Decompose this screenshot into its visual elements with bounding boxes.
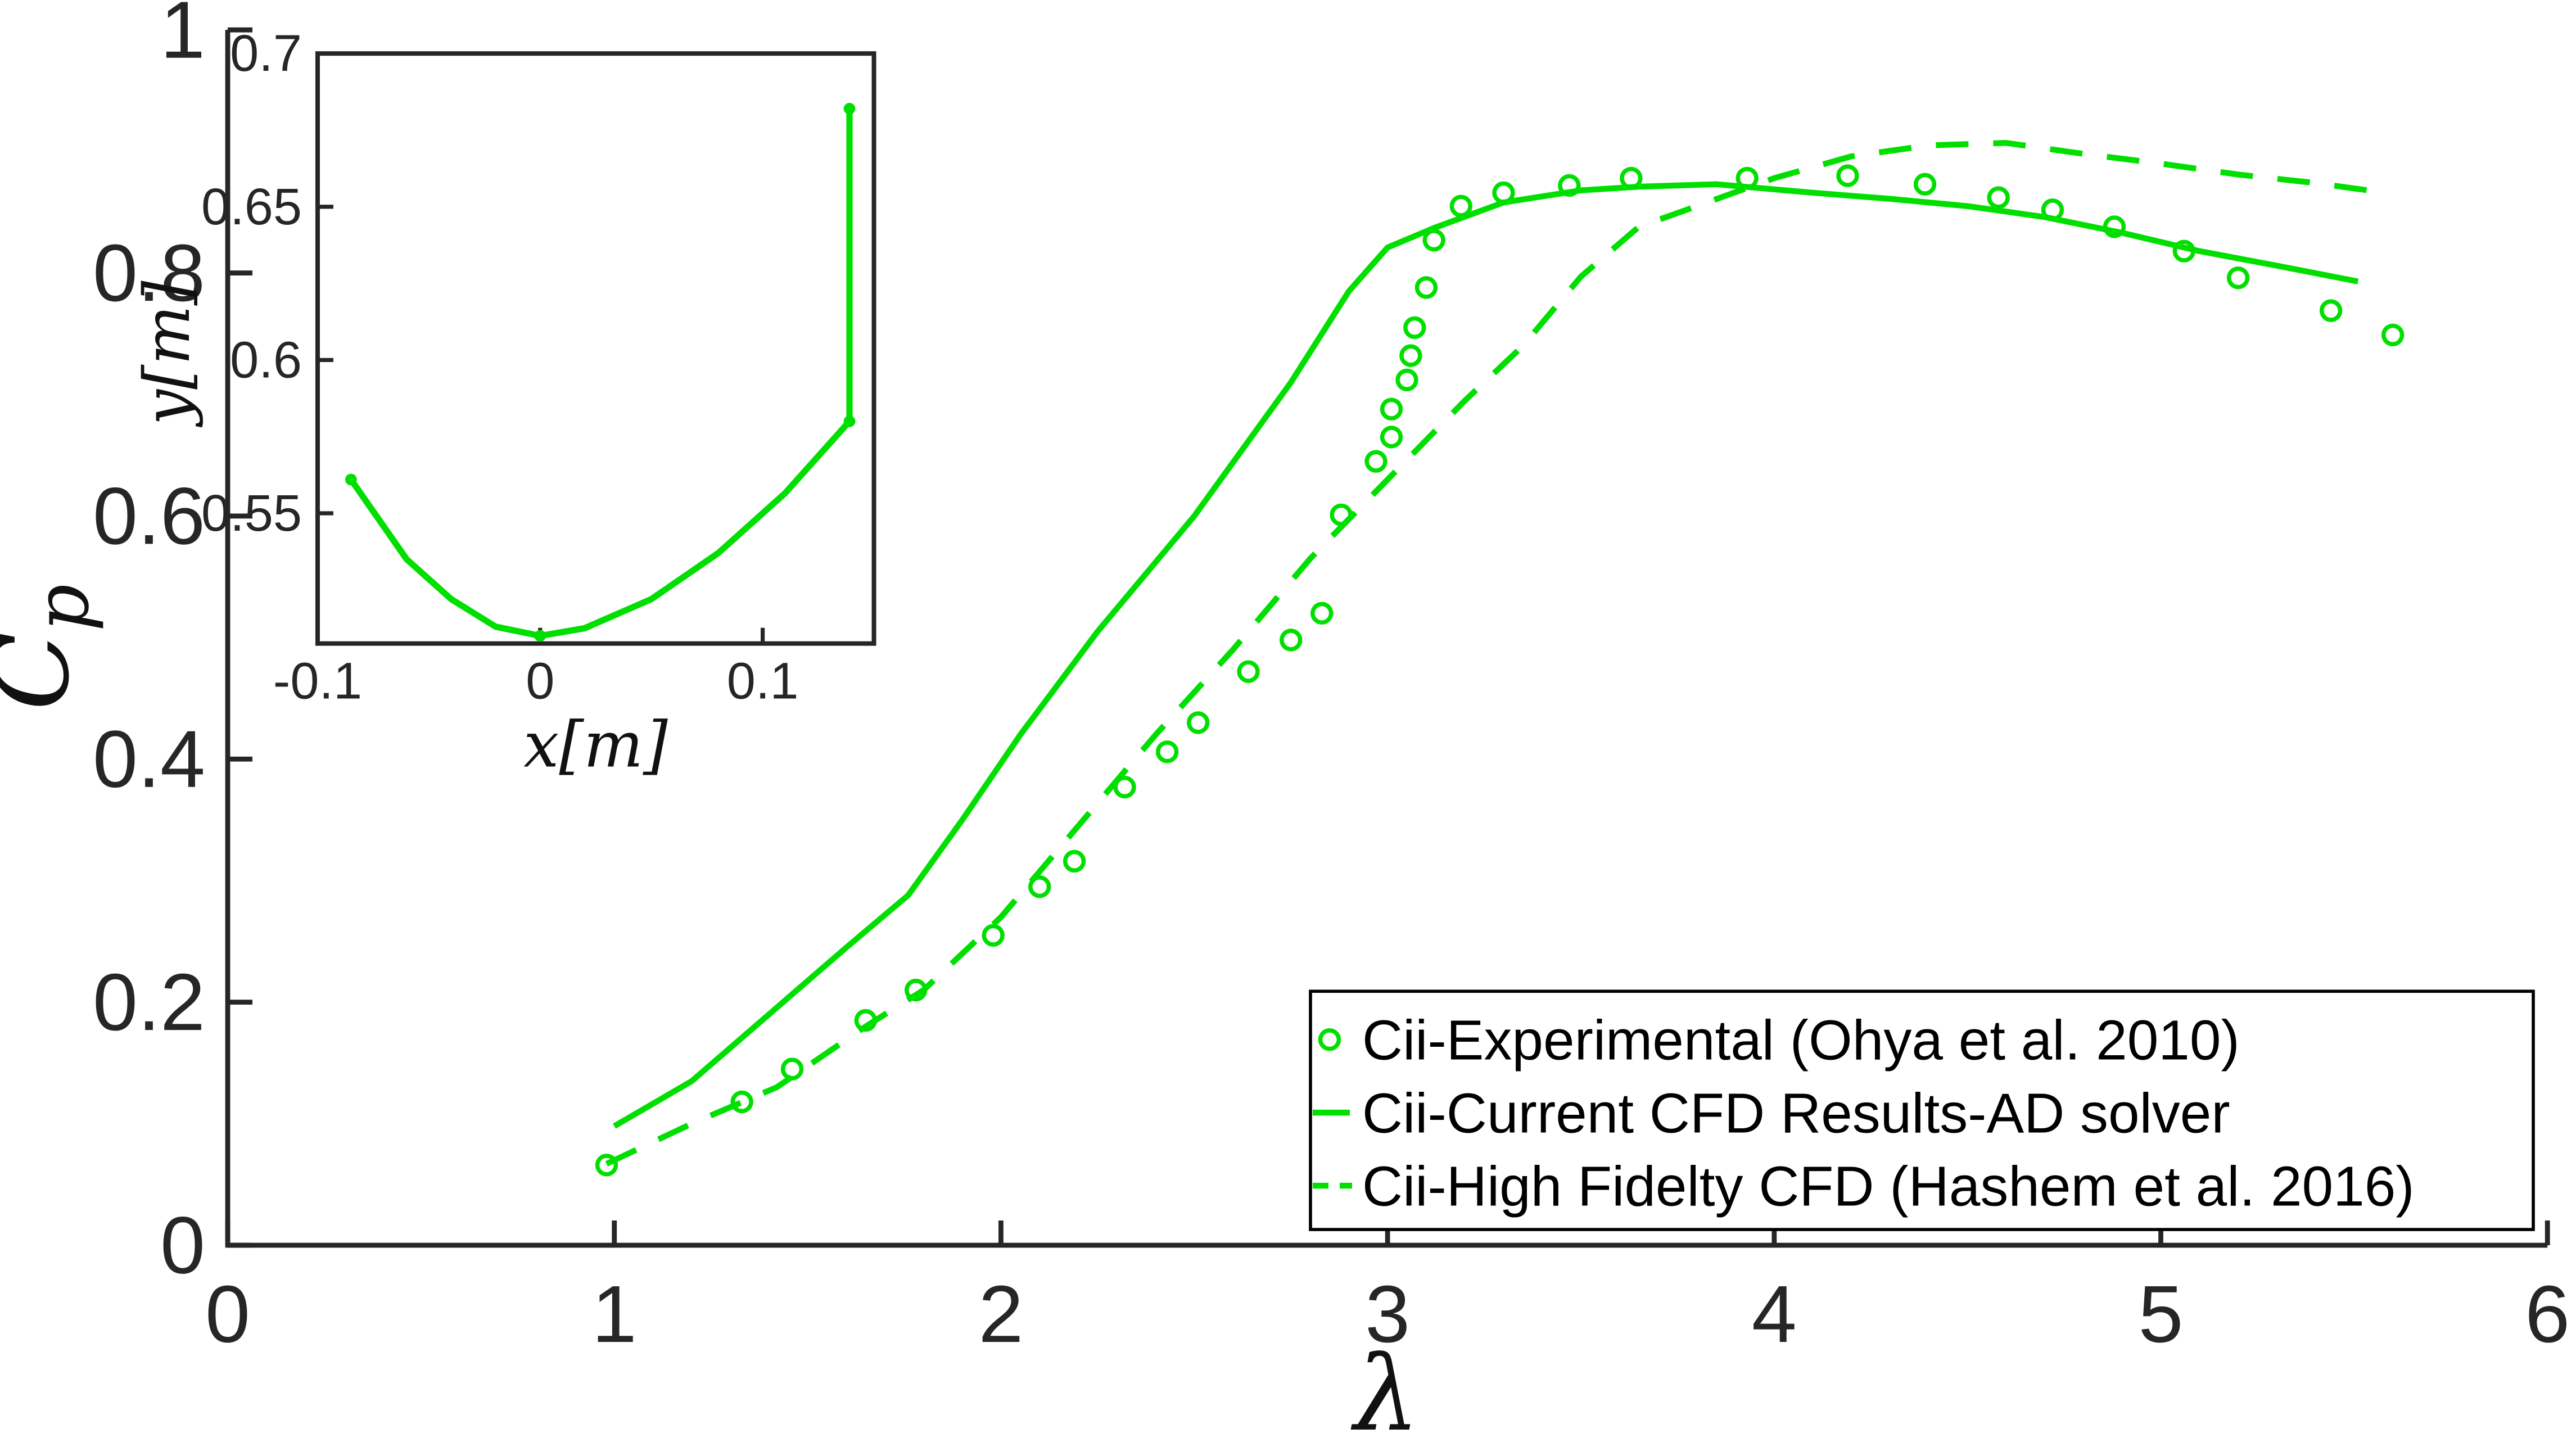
y-tick-label: 1 bbox=[160, 0, 205, 75]
inset-profile-curve bbox=[348, 109, 853, 639]
experimental-data-point bbox=[1364, 450, 1388, 473]
experimental-data-point bbox=[1237, 660, 1260, 683]
experimental-data-point bbox=[1913, 173, 1937, 196]
legend: Cii-Experimental (Ohya et al. 2010) Cii-… bbox=[1309, 989, 2535, 1231]
legend-label-high-fidelity-cfd: Cii-High Fidelty CFD (Hashem et al. 2016… bbox=[1362, 1156, 2415, 1218]
experimental-data-point bbox=[2381, 323, 2405, 346]
inset-profile-marker bbox=[843, 102, 856, 115]
experimental-data-point bbox=[1403, 316, 1426, 340]
y-axis-label: Cp bbox=[0, 584, 106, 711]
y-tick-label: 0.2 bbox=[93, 957, 205, 1047]
experimental-data-point bbox=[1836, 164, 1859, 187]
experimental-data-point bbox=[2103, 215, 2126, 238]
inset-y-axis-label: y[m] bbox=[131, 281, 204, 428]
experimental-data-point bbox=[982, 924, 1005, 947]
experimental-data-point bbox=[1380, 397, 1403, 421]
experimental-data-point bbox=[1449, 195, 1472, 218]
inset-y-tick-label: 0.6 bbox=[230, 331, 302, 388]
y-tick-label: 0.6 bbox=[93, 471, 205, 561]
inset-profile-marker bbox=[345, 473, 357, 486]
experimental-data-point bbox=[780, 1057, 804, 1081]
experimental-data-point bbox=[730, 1090, 753, 1114]
experimental-data-point bbox=[1155, 740, 1179, 763]
legend-open-circle-marker-icon bbox=[1318, 1028, 1341, 1051]
experimental-data-point bbox=[1399, 344, 1422, 367]
experimental-data-point bbox=[2226, 266, 2250, 290]
inset-y-tick-label: 0.7 bbox=[230, 25, 302, 82]
inset-y-tick-label: 0.55 bbox=[201, 485, 302, 542]
main-plot: 0 1 2 3 4 5 6 0 0.2 0.4 0.6 0.8 1 bbox=[93, 0, 2570, 1359]
legend-label-experimental: Cii-Experimental (Ohya et al. 2010) bbox=[1362, 1010, 2240, 1072]
y-tick-label: 0 bbox=[160, 1200, 205, 1291]
inset-profile-marker bbox=[843, 415, 856, 427]
experimental-data-point bbox=[1620, 166, 1643, 190]
experimental-data-point bbox=[1987, 186, 2010, 209]
legend-entry-experimental: Cii-Experimental (Ohya et al. 2010) bbox=[1318, 1010, 2240, 1072]
experimental-data-point bbox=[1395, 368, 1418, 391]
experimental-data-point bbox=[1492, 181, 1515, 205]
x-axis-label: λ bbox=[1350, 1334, 1420, 1441]
experimental-data-point bbox=[1280, 629, 1303, 652]
legend-entry-current-cfd: Cii-Current CFD Results-AD solver bbox=[1312, 1083, 2230, 1145]
inset-plot: -0.1 0 0.1 0.55 0.6 0.65 0.7 bbox=[201, 25, 876, 709]
experimental-data-point bbox=[1380, 426, 1403, 449]
experimental-data-point bbox=[1186, 711, 1210, 734]
inset-y-tick-label: 0.65 bbox=[201, 178, 302, 236]
x-tick-label: 1 bbox=[592, 1269, 637, 1359]
legend-entry-high-fidelity-cfd: Cii-High Fidelty CFD (Hashem et al. 2016… bbox=[1312, 1156, 2415, 1218]
y-axis-label-subscript: p bbox=[20, 584, 106, 631]
inset-x-tick-label: 0 bbox=[526, 652, 554, 709]
x-tick-label: 5 bbox=[2138, 1269, 2183, 1359]
legend-label-current-cfd: Cii-Current CFD Results-AD solver bbox=[1362, 1083, 2230, 1145]
y-tick-label: 0.8 bbox=[93, 228, 205, 318]
experimental-data-point bbox=[854, 1009, 877, 1032]
experimental-data-point bbox=[1063, 849, 1086, 873]
inset-x-tick-label: -0.1 bbox=[273, 652, 362, 709]
x-tick-label: 4 bbox=[1752, 1269, 1797, 1359]
experimental-data-point bbox=[1113, 775, 1136, 799]
experimental-data-point bbox=[1422, 228, 1445, 252]
experimental-data-point bbox=[1028, 875, 1051, 898]
x-tick-label: 0 bbox=[205, 1269, 250, 1359]
experimental-data-point bbox=[1414, 276, 1438, 299]
experimental-data-point bbox=[1330, 503, 1353, 526]
x-tick-label: 2 bbox=[978, 1269, 1023, 1359]
x-tick-label: 6 bbox=[2525, 1269, 2570, 1359]
inset-profile-marker bbox=[534, 630, 546, 642]
experimental-data-point bbox=[2172, 239, 2195, 263]
experimental-data-point bbox=[904, 978, 928, 1002]
legend-box bbox=[1309, 989, 2535, 1231]
y-tick-label: 0.4 bbox=[93, 714, 205, 804]
experimental-data-point bbox=[595, 1154, 618, 1177]
inset-x-axis-label: x[m] bbox=[523, 708, 668, 781]
inset-x-tick-label: 0.1 bbox=[727, 652, 799, 709]
experimental-data-point bbox=[2319, 299, 2343, 322]
y-axis-label-base: C bbox=[0, 631, 92, 711]
experimental-data-point bbox=[2041, 198, 2064, 222]
x-tick-label: 3 bbox=[1365, 1269, 1410, 1359]
experimental-data-point bbox=[1310, 602, 1334, 625]
inset-axes-box bbox=[315, 51, 876, 646]
experimental-data-point bbox=[1558, 174, 1581, 197]
experimental-data-point bbox=[1736, 166, 1759, 190]
